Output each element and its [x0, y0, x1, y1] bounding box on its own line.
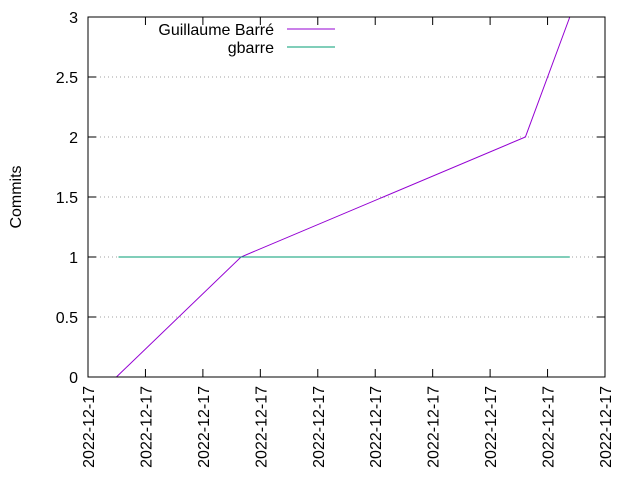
x-tick-label: 2022-12-17: [81, 386, 98, 468]
legend-label: Guillaume Barré: [158, 22, 274, 39]
y-tick-label: 2: [69, 130, 78, 147]
y-tick-label: 1: [69, 250, 78, 267]
y-axis-ticks: 0 0.5 1 1.5 2 2.5 3: [56, 10, 605, 387]
y-tick-label: 0: [69, 370, 78, 387]
y-tick-label: 2.5: [56, 70, 78, 87]
x-axis-ticks: 2022-12-17 2022-12-17 2022-12-17 2022-12-17…: [81, 17, 615, 468]
x-tick-label: 2022-12-17: [253, 386, 270, 468]
y-tick-label: 0.5: [56, 310, 78, 327]
legend-label: gbarre: [228, 40, 274, 57]
x-tick-label: 2022-12-17: [138, 386, 155, 468]
grid-lines: [88, 76, 605, 318]
x-tick-label: 2022-12-17: [311, 386, 328, 468]
x-tick-label: 2022-12-17: [541, 386, 558, 468]
x-tick-label: 2022-12-17: [196, 386, 213, 468]
plot-frame: [87, 16, 606, 378]
x-tick-label: 2022-12-17: [426, 386, 443, 468]
y-axis-label: Commits: [8, 165, 25, 228]
x-tick-label: 2022-12-17: [483, 386, 500, 468]
series-layer: [116, 16, 571, 378]
y-tick-label: 3: [69, 10, 78, 27]
series-line: [116, 16, 571, 378]
y-tick-label: 1.5: [56, 190, 78, 207]
x-tick-label: 2022-12-17: [368, 386, 385, 468]
x-tick-label: 2022-12-17: [598, 386, 615, 468]
